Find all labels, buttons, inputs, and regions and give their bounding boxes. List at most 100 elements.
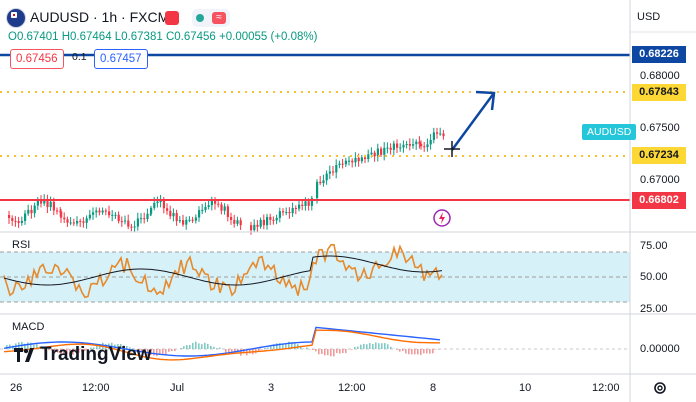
candle-body [185,219,188,225]
macd-histogram-bar [435,349,437,350]
status-badges[interactable]: ≈ [192,9,230,27]
candle-body [95,210,98,213]
candle-body [412,144,415,146]
candle-body [223,206,226,211]
candle-body [269,216,272,220]
candle-body [402,144,405,148]
sell-button[interactable]: 0.67456 [10,49,64,69]
macd-histogram-bar [111,342,113,349]
macd-histogram-bar [321,349,323,354]
price-tag-resistance[interactable]: 0.68226 [632,46,686,63]
y-tick: 0.68000 [640,70,680,82]
candle-body [169,210,172,217]
x-tick: Jul [170,382,185,394]
candle-body [226,206,229,217]
candle-body [389,147,392,150]
candle-body [380,148,383,155]
macd-histogram-bar [27,342,29,349]
macd-histogram-bar [141,349,143,352]
macd-histogram-bar [96,345,98,349]
candle-body [98,210,101,213]
rsi-tick: 50.00 [640,271,668,283]
macd-histogram-bar [420,349,422,355]
macd-tick: 0.00000 [640,343,680,355]
candle-body [130,226,133,228]
symbol-title[interactable]: AUDUSD · 1h · FXCM [30,9,170,25]
candle-body [60,211,63,218]
candle-body [420,143,423,147]
price-tag-level[interactable]: 0.67234 [632,147,686,164]
candle-body [133,226,136,228]
macd-histogram-bar [429,349,431,354]
candle-body [316,181,319,199]
macd-histogram-bar [90,347,92,349]
candle-body [233,219,236,224]
macd-histogram-bar [78,349,80,353]
candle-body [220,204,223,211]
candle-body [162,200,165,209]
candle-body [146,213,149,220]
macd-histogram-bar [225,349,227,353]
candle-body [432,132,435,140]
gear-icon[interactable] [652,380,668,396]
candle-body [43,199,46,204]
macd-histogram-bar [309,349,311,350]
macd-histogram-bar [57,349,59,353]
macd-histogram-bar [258,349,260,352]
macd-histogram-bar [372,343,374,349]
candle-body [442,133,445,137]
candle-body [72,222,75,224]
candle-body [392,143,395,150]
macd-histogram-bar [63,349,65,354]
candle-body [275,217,278,221]
candle-body [294,208,297,210]
candle-body [351,160,354,163]
candle-body [348,160,351,162]
candle-body [319,181,322,184]
candle-body [426,144,429,148]
candle-body [288,212,291,214]
macd-title: MACD [12,321,45,333]
candle-body [332,171,335,173]
macd-histogram-bar [366,344,368,349]
macd-histogram-bar [381,343,383,349]
candle-body [383,147,386,155]
macd-histogram-bar [117,344,119,349]
candle-body [188,219,191,221]
candle-body [408,144,411,146]
lightning-icon[interactable] [432,208,452,228]
candle-body [250,225,253,231]
macd-histogram-bar [333,349,335,357]
macd-histogram-bar [228,349,230,353]
price-tag-support[interactable]: 0.66802 [632,192,686,209]
candle-body [405,144,408,146]
macd-histogram-bar [360,344,362,349]
price-tag-level[interactable]: 0.67843 [632,84,686,101]
macd-histogram-bar [33,344,35,349]
candle-body [24,213,27,221]
macd-histogram-bar [189,344,191,349]
macd-histogram-bar [336,349,338,354]
rsi-ma-line [3,255,443,286]
candle-body [262,219,265,226]
candle-body [301,204,304,206]
macd-histogram-bar [183,346,185,349]
macd-histogram-bar [390,346,392,349]
candle-body [182,220,185,225]
buy-button[interactable]: 0.67457 [94,49,148,69]
macd-histogram-bar [387,344,389,349]
candle-body [214,199,217,204]
price-candles [8,127,445,235]
candle-body [124,220,127,222]
currency-button[interactable]: USD [637,11,661,23]
market-open-dot-icon [196,14,204,22]
tradingview-logo-icon [14,348,34,362]
australia-flag-icon [6,8,26,28]
rsi-pane [0,244,630,303]
macd-histogram-bar [165,349,167,355]
market-closed-icon[interactable] [165,11,179,25]
macd-histogram-bar [186,345,188,349]
candle-body [114,214,117,216]
macd-histogram-bar [273,344,275,349]
